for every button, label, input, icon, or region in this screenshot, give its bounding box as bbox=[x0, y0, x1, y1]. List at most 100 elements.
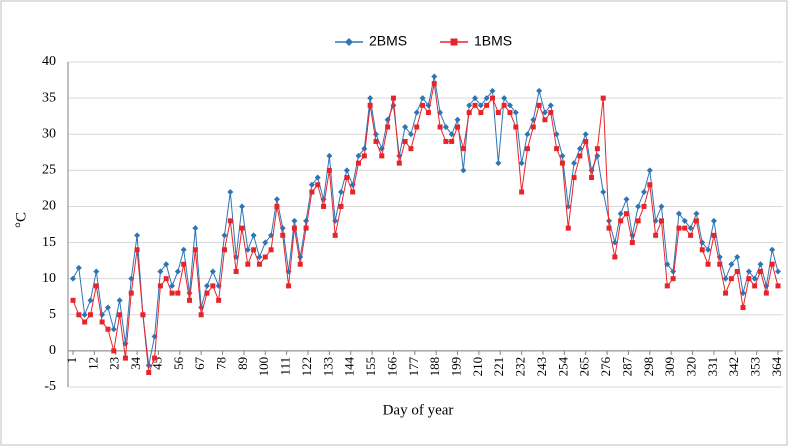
x-tick-label: 243 bbox=[534, 357, 549, 377]
marker bbox=[705, 261, 711, 267]
marker bbox=[286, 283, 292, 289]
marker bbox=[297, 261, 303, 267]
marker bbox=[326, 167, 332, 173]
marker bbox=[740, 290, 747, 297]
marker bbox=[93, 268, 100, 275]
marker bbox=[169, 290, 175, 296]
marker bbox=[396, 160, 402, 166]
marker bbox=[600, 95, 606, 101]
marker bbox=[181, 261, 187, 267]
x-axis-label: Day of year bbox=[383, 402, 454, 418]
marker bbox=[238, 203, 245, 210]
y-tick-label: 20 bbox=[42, 199, 56, 214]
marker bbox=[414, 124, 420, 130]
marker bbox=[442, 124, 449, 130]
marker bbox=[536, 87, 543, 94]
marker bbox=[512, 109, 519, 116]
marker bbox=[524, 131, 531, 138]
marker bbox=[746, 276, 752, 282]
marker bbox=[355, 152, 362, 159]
marker bbox=[326, 152, 333, 159]
x-tick-label: 364 bbox=[769, 356, 784, 376]
marker bbox=[571, 160, 578, 167]
marker bbox=[449, 138, 455, 144]
marker bbox=[420, 102, 426, 108]
marker bbox=[769, 246, 776, 253]
marker bbox=[425, 110, 431, 116]
marker bbox=[606, 225, 612, 231]
marker bbox=[758, 268, 764, 274]
marker bbox=[256, 254, 263, 260]
marker bbox=[559, 152, 566, 159]
marker bbox=[507, 110, 513, 116]
marker bbox=[728, 261, 735, 268]
x-tick-label: 34 bbox=[128, 356, 143, 370]
x-tick-label: 320 bbox=[684, 357, 699, 377]
marker bbox=[682, 225, 688, 231]
marker bbox=[693, 210, 700, 217]
marker bbox=[711, 232, 717, 238]
marker bbox=[775, 283, 781, 289]
marker bbox=[757, 261, 764, 268]
marker bbox=[647, 182, 653, 188]
marker bbox=[734, 254, 741, 260]
marker bbox=[472, 95, 479, 102]
marker bbox=[629, 240, 635, 246]
x-tick-label: 298 bbox=[641, 357, 656, 377]
marker bbox=[245, 261, 251, 267]
marker bbox=[646, 167, 653, 174]
marker bbox=[145, 362, 152, 369]
y-tick-label: 15 bbox=[42, 235, 56, 250]
marker bbox=[775, 268, 781, 275]
marker bbox=[752, 283, 758, 289]
marker bbox=[87, 312, 93, 318]
marker bbox=[198, 312, 204, 318]
marker bbox=[460, 167, 467, 174]
marker bbox=[262, 254, 268, 260]
marker bbox=[105, 326, 111, 332]
marker bbox=[233, 268, 239, 274]
marker bbox=[175, 290, 181, 296]
marker bbox=[664, 283, 670, 289]
legend-marker bbox=[450, 38, 458, 46]
marker bbox=[571, 175, 577, 181]
marker bbox=[413, 109, 420, 116]
marker bbox=[157, 283, 163, 289]
marker bbox=[460, 146, 466, 152]
marker bbox=[291, 225, 297, 231]
marker bbox=[344, 175, 350, 181]
marker bbox=[541, 109, 548, 116]
marker bbox=[478, 110, 484, 116]
marker bbox=[559, 160, 565, 166]
marker bbox=[635, 218, 641, 224]
marker bbox=[321, 203, 327, 209]
marker bbox=[93, 283, 99, 289]
marker bbox=[490, 95, 496, 101]
marker bbox=[343, 167, 350, 174]
marker bbox=[653, 232, 659, 238]
marker bbox=[676, 225, 682, 231]
x-tick-label: 67 bbox=[192, 356, 207, 370]
marker bbox=[251, 247, 257, 253]
x-tick-label: 188 bbox=[427, 357, 442, 377]
x-tick-label: 276 bbox=[598, 356, 613, 376]
marker bbox=[75, 264, 82, 271]
marker bbox=[373, 138, 379, 144]
marker bbox=[70, 275, 76, 282]
y-tick-label: 10 bbox=[42, 271, 56, 286]
marker bbox=[448, 131, 455, 138]
y-tick-label: 35 bbox=[42, 90, 56, 105]
marker bbox=[624, 211, 630, 217]
marker bbox=[454, 116, 461, 123]
marker bbox=[553, 131, 560, 138]
marker bbox=[134, 232, 141, 239]
marker bbox=[554, 146, 560, 152]
marker bbox=[745, 268, 752, 275]
marker bbox=[623, 196, 630, 203]
marker bbox=[402, 124, 409, 130]
marker bbox=[192, 247, 198, 253]
marker bbox=[402, 138, 408, 144]
x-tick-label: 100 bbox=[256, 357, 271, 377]
